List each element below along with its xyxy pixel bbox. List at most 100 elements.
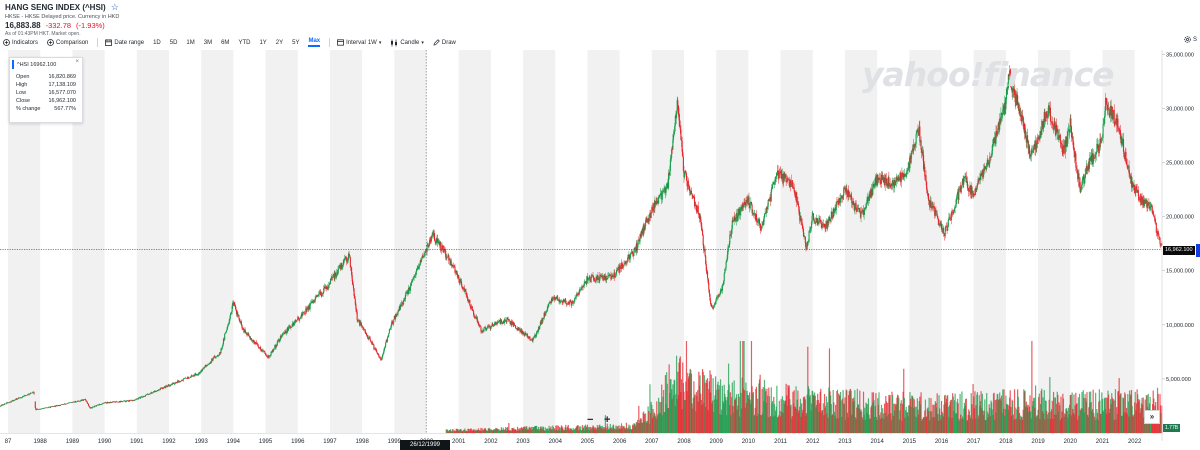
volume-bar bbox=[982, 410, 984, 433]
range-1y[interactable]: 1Y bbox=[259, 39, 267, 46]
candle-body bbox=[1117, 118, 1119, 128]
candle-body bbox=[690, 190, 692, 194]
range-2y[interactable]: 2Y bbox=[275, 39, 284, 46]
volume-bar bbox=[1117, 390, 1120, 433]
candle-body bbox=[192, 375, 194, 377]
volume-bar bbox=[1109, 399, 1112, 433]
candle-body bbox=[448, 258, 450, 261]
candle-body bbox=[837, 201, 839, 203]
range-ytd[interactable]: YTD bbox=[238, 39, 251, 46]
settings-button[interactable]: S bbox=[1184, 36, 1197, 43]
candle-body bbox=[341, 263, 343, 269]
candle-body bbox=[968, 190, 970, 192]
volume-bar bbox=[450, 431, 452, 433]
candle-body bbox=[136, 398, 138, 400]
candle-body bbox=[173, 382, 175, 385]
range-1m[interactable]: 1M bbox=[186, 39, 195, 46]
candle-body bbox=[1075, 153, 1077, 168]
volume-bar bbox=[1023, 391, 1026, 433]
candle-body bbox=[316, 295, 318, 297]
candle-body bbox=[495, 324, 497, 325]
candle-body bbox=[665, 188, 667, 193]
volume-bar bbox=[1018, 413, 1021, 433]
volume-bar bbox=[1108, 394, 1110, 433]
candle-body bbox=[135, 399, 137, 400]
volume-bar bbox=[692, 397, 694, 433]
candle-body bbox=[336, 272, 338, 275]
candle-body bbox=[890, 186, 892, 187]
candle-body bbox=[758, 219, 761, 225]
volume-bar bbox=[999, 392, 1001, 433]
candle-body bbox=[627, 257, 629, 259]
candle-body bbox=[546, 310, 548, 312]
volume-bar bbox=[698, 385, 701, 433]
candle-body bbox=[123, 400, 125, 402]
candle-body bbox=[846, 188, 848, 195]
volume-bar bbox=[761, 389, 763, 433]
candle-body bbox=[908, 163, 910, 169]
candle-body bbox=[552, 297, 554, 299]
range-5y[interactable]: 5Y bbox=[292, 39, 300, 46]
candle-body bbox=[22, 396, 24, 398]
volume-bar bbox=[993, 392, 995, 433]
volume-bar bbox=[780, 399, 782, 433]
candle-body bbox=[483, 327, 485, 332]
volume-bar bbox=[1070, 415, 1073, 433]
comparison-button[interactable]: Comparison bbox=[47, 39, 88, 46]
range-max[interactable]: Max bbox=[308, 38, 321, 47]
candle-body bbox=[278, 339, 280, 342]
volume-bar bbox=[753, 414, 756, 433]
candle-body bbox=[461, 286, 463, 289]
volume-bar bbox=[862, 391, 865, 433]
candle-body bbox=[204, 366, 206, 368]
y-axis: 5,000.00010,000.00015,000.00020,000.0002… bbox=[1161, 50, 1194, 441]
range-5d[interactable]: 5D bbox=[169, 39, 178, 46]
candle-body bbox=[275, 345, 277, 348]
volume-bar bbox=[1059, 420, 1061, 433]
volume-bar bbox=[665, 404, 667, 433]
star-icon[interactable]: ☆ bbox=[110, 1, 119, 12]
candle-body bbox=[880, 174, 883, 184]
volume-bar bbox=[1009, 390, 1011, 433]
candle-body bbox=[94, 405, 96, 408]
range-3m[interactable]: 3M bbox=[203, 39, 213, 46]
candle-body bbox=[1157, 230, 1159, 234]
date-range-button[interactable]: Date range bbox=[105, 39, 144, 46]
candle-body bbox=[669, 159, 671, 171]
volume-bar bbox=[755, 388, 757, 433]
interval-button[interactable]: Interval 1W ▾ bbox=[337, 39, 381, 46]
candle-body bbox=[347, 253, 350, 260]
candle-body bbox=[287, 326, 290, 331]
chart-type-button[interactable]: Candle ▾ bbox=[390, 39, 424, 47]
candle-body bbox=[129, 400, 131, 401]
volume-bar bbox=[791, 416, 793, 433]
candle-body bbox=[386, 337, 389, 342]
volume-bar bbox=[489, 430, 491, 433]
volume-bar bbox=[466, 430, 468, 433]
candle-body bbox=[1125, 152, 1127, 162]
candle-body bbox=[255, 341, 257, 344]
range-6m[interactable]: 6M bbox=[221, 39, 230, 46]
range-1d[interactable]: 1D bbox=[153, 39, 161, 46]
candle-body bbox=[377, 352, 379, 354]
candle-body bbox=[589, 281, 592, 283]
volume-bar bbox=[987, 413, 990, 433]
volume-bar bbox=[931, 417, 933, 433]
candle-body bbox=[541, 319, 543, 322]
candle-body bbox=[406, 292, 408, 293]
candle-body bbox=[112, 401, 114, 403]
indicators-button[interactable]: Indicators bbox=[3, 39, 38, 46]
candle-body bbox=[359, 320, 361, 326]
candle-body bbox=[439, 242, 441, 246]
candle-body bbox=[661, 193, 663, 200]
price-chart[interactable]: 5,000.00010,000.00015,000.00020,000.0002… bbox=[0, 50, 1200, 450]
volume-bar bbox=[992, 393, 995, 433]
candle-body bbox=[85, 399, 87, 402]
volume-bar bbox=[973, 408, 975, 433]
candle-body bbox=[944, 227, 946, 237]
volume-bar bbox=[1030, 411, 1032, 433]
candle-body bbox=[398, 310, 400, 312]
volume-bar bbox=[806, 394, 808, 433]
volume-bar bbox=[843, 404, 845, 433]
draw-button[interactable]: Draw bbox=[433, 39, 456, 46]
